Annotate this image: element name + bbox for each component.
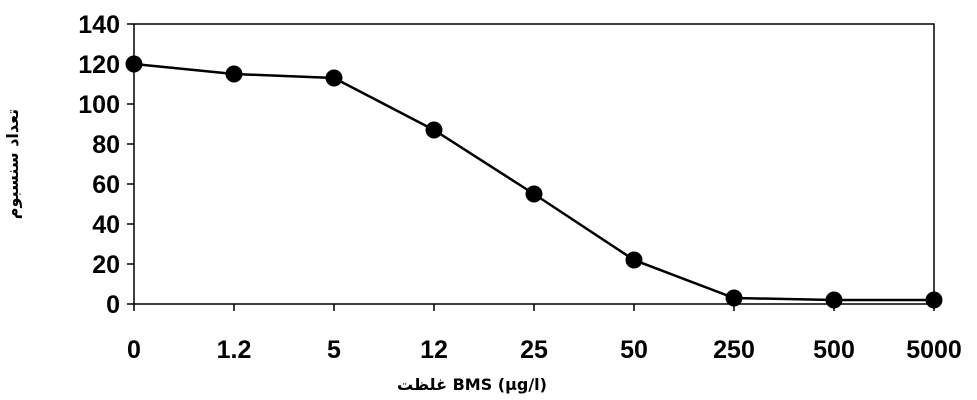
data-point-marker (525, 185, 543, 203)
y-tick-label: 0 (106, 291, 120, 319)
x-tick-label: 0 (127, 336, 141, 364)
data-point-marker (225, 65, 243, 83)
x-tick-label: 5000 (906, 336, 962, 364)
x-tick-label: 250 (713, 336, 755, 364)
data-point-marker (725, 289, 743, 307)
y-axis-ticks: 0 20 40 60 80 100 120 140 (78, 11, 134, 319)
series-group (133, 62, 934, 302)
x-tick-label: 50 (620, 336, 648, 364)
y-tick-label: 100 (78, 91, 120, 119)
plot-frame (133, 23, 935, 305)
data-point-marker (125, 55, 143, 73)
y-tick-label: 60 (92, 171, 120, 199)
y-tick-label: 80 (92, 131, 120, 159)
markers-group (125, 55, 943, 309)
data-point-marker (625, 251, 643, 269)
x-axis-ticks: 0 1.2 5 12 25 50 250 500 5000 (127, 304, 962, 364)
y-tick-label: 120 (78, 51, 120, 79)
x-tick-label: 25 (520, 336, 548, 364)
data-point-marker (925, 291, 943, 309)
data-point-marker (825, 291, 843, 309)
y-axis-title: تعداد سنسبوم (3, 109, 22, 219)
plot-area-border (133, 23, 935, 305)
x-axis-title: غلظت BMS (µg/l) (397, 375, 547, 394)
data-point-marker (425, 121, 443, 139)
y-tick-label: 140 (78, 11, 120, 39)
x-tick-label: 1.2 (217, 336, 252, 364)
data-point-marker (325, 69, 343, 87)
y-tick-label: 20 (92, 251, 120, 279)
x-tick-label: 5 (327, 336, 341, 364)
x-tick-label: 12 (420, 336, 448, 364)
x-tick-label: 500 (813, 336, 855, 364)
y-tick-label: 40 (92, 211, 120, 239)
series-line (133, 62, 934, 302)
